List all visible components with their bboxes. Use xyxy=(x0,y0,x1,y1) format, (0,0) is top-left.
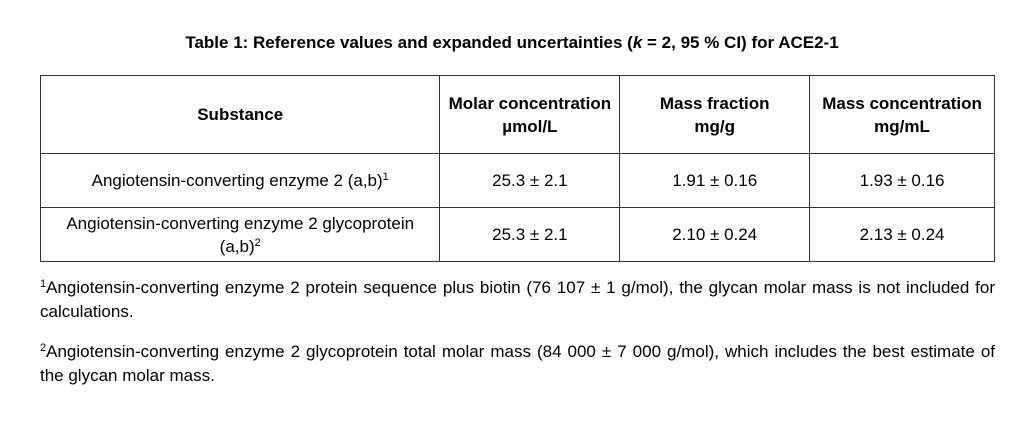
table-row: Angiotensin-converting enzyme 2 glycopro… xyxy=(39,207,995,262)
header-name: Mass concentration xyxy=(822,93,982,113)
value-cell: 25.3 ± 2.1 xyxy=(439,153,621,208)
header-unit: mg/mL xyxy=(874,116,930,136)
footnote-marker: 2 xyxy=(40,342,47,354)
header-row: Substance Molar concentration µmol/L Mass f… xyxy=(39,75,995,154)
substance: Angiotensin-converting enzyme 2 glycopro… xyxy=(66,213,415,256)
value-cell: 1.91 ± 0.16 xyxy=(619,153,811,208)
header-cell: Molar concentration µmol/L xyxy=(439,75,621,154)
footnote-text: Angiotensin-converting enzyme 2 protein … xyxy=(40,278,995,321)
substance-cell: Angiotensin-converting enzyme 2 glycopro… xyxy=(39,207,441,262)
title-text: Table 1: Reference values and expanded u… xyxy=(185,33,633,52)
title-text: = 2, 95 % CI) for ACE2-1 xyxy=(642,33,839,52)
value-cell: 2.10 ± 0.24 xyxy=(619,207,811,262)
footnote: 2Angiotensin-converting enzyme 2 glycopr… xyxy=(40,340,995,388)
header-name: Molar concentration xyxy=(448,93,612,113)
substance: Angiotensin-converting enzyme 2 (a,b) xyxy=(91,171,383,190)
value-cell: 1.93 ± 0.16 xyxy=(809,153,995,208)
header-unit: µmol/L xyxy=(502,116,558,136)
header-name: Mass fraction xyxy=(659,93,770,113)
substance-cell: Angiotensin-converting enzyme 2 (a,b)1 xyxy=(39,153,441,208)
footnote-marker: 1 xyxy=(40,278,47,290)
footnote-text: Angiotensin-converting enzyme 2 glycopro… xyxy=(40,342,995,385)
header-cell: Mass concentration mg/mL xyxy=(809,75,995,154)
title-italic: k xyxy=(632,33,643,52)
header-unit: mg/g xyxy=(694,116,735,136)
value-cell: 25.3 ± 2.1 xyxy=(439,207,621,262)
table-title: Table 1: Reference values and expanded u… xyxy=(0,33,1024,53)
note-marker: 2 xyxy=(254,236,261,249)
header-cell: Substance xyxy=(39,75,441,154)
header-cell: Mass fraction mg/g xyxy=(619,75,811,154)
table-row: Angiotensin-converting enzyme 2 (a,b)1 25… xyxy=(39,153,995,208)
value-cell: 2.13 ± 0.24 xyxy=(809,207,995,262)
footnote: 1Angiotensin-converting enzyme 2 protein… xyxy=(40,276,995,324)
note-marker: 1 xyxy=(382,171,389,183)
table: Substance Molar concentration µmol/L Mass f… xyxy=(39,75,995,262)
header-name: Substance xyxy=(197,105,284,124)
